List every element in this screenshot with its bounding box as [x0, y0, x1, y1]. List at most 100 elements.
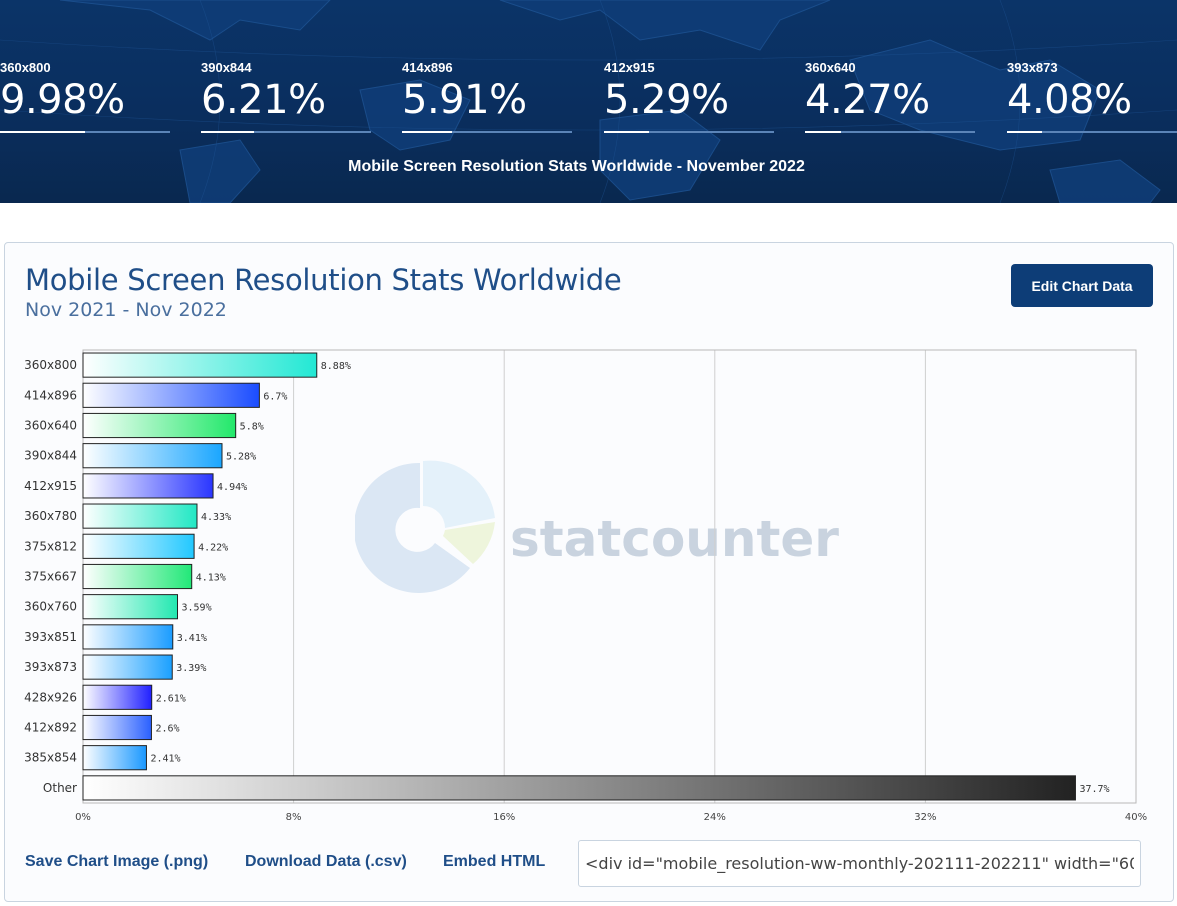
hero-stat-percent: 5.29%: [604, 77, 729, 123]
category-label: 412x892: [24, 721, 77, 735]
category-label: 385x854: [24, 751, 77, 765]
bar: [82, 412, 237, 439]
hero-stat-percent: 6.21%: [201, 77, 326, 123]
embed-code-input[interactable]: [578, 840, 1141, 887]
hero-stat-3: 414x896 5.91%: [402, 60, 572, 133]
x-tick-label: 24%: [704, 812, 726, 823]
chart-grid: [293, 350, 926, 803]
x-tick-label: 0%: [75, 812, 91, 823]
hero-stat-resolution: 412x915: [604, 60, 655, 75]
bar: [82, 654, 173, 680]
data-label: 4.94%: [217, 482, 247, 493]
bar: [82, 473, 214, 499]
bar: [82, 533, 195, 559]
edit-chart-data-button[interactable]: Edit Chart Data: [1011, 264, 1153, 307]
data-label: 4.22%: [198, 542, 228, 553]
statcounter-wordmark: statcounter: [510, 510, 839, 568]
plot-area-frame: [82, 349, 1137, 804]
hero-stat-6: 393x873 4.08%: [1007, 60, 1177, 133]
data-label: 2.61%: [156, 693, 186, 704]
category-label: 428x926: [24, 690, 77, 704]
bar: [82, 624, 174, 650]
hero-stat-resolution: 390x844: [201, 60, 252, 75]
hero-stat-line: [805, 131, 975, 133]
x-tick-label: 32%: [914, 812, 936, 823]
chart-subtitle: Nov 2021 - Nov 2022: [25, 299, 227, 321]
bar: [82, 443, 223, 469]
category-label: 412x915: [24, 479, 77, 493]
hero-stat-line: [0, 131, 170, 133]
bar: [82, 382, 260, 408]
chart-card: Mobile Screen Resolution Stats Worldwide…: [4, 242, 1174, 902]
data-label: 37.7%: [1079, 784, 1109, 795]
world-map-background: [0, 0, 1177, 203]
hero-stat-line-fill: [1007, 131, 1042, 133]
hero-stat-resolution: 414x896: [402, 60, 453, 75]
bar: [82, 352, 318, 378]
bar: [82, 563, 193, 590]
x-tick-label: 40%: [1125, 812, 1147, 823]
hero-stat-2: 390x844 6.21%: [201, 60, 371, 133]
category-label: 360x780: [24, 509, 77, 523]
data-label: 3.41%: [177, 633, 207, 644]
bar: [82, 594, 179, 620]
category-label: 390x844: [24, 449, 77, 463]
x-tick-label: 8%: [286, 812, 302, 823]
x-tick-label: 16%: [493, 812, 515, 823]
hero-stat-percent: 9.98%: [0, 77, 125, 123]
category-label: 375x812: [24, 539, 77, 553]
statcounter-watermark: statcounter: [353, 458, 839, 603]
hero-stat-percent: 4.08%: [1007, 77, 1132, 123]
data-label: 5.8%: [240, 422, 264, 433]
data-label: 3.59%: [182, 603, 212, 614]
download-data-link[interactable]: Download Data (.csv): [245, 853, 407, 870]
hero-stat-line-fill: [604, 131, 649, 133]
bar: [82, 745, 147, 771]
category-label: 393x873: [24, 660, 77, 674]
category-label: 360x640: [24, 419, 77, 433]
bar: [82, 775, 1076, 801]
hero-stat-resolution: 393x873: [1007, 60, 1058, 75]
save-chart-image-link[interactable]: Save Chart Image (.png): [25, 853, 209, 870]
hero-title: Mobile Screen Resolution Stats Worldwide…: [348, 158, 805, 175]
embed-html-link[interactable]: Embed HTML: [443, 853, 546, 870]
hero-stat-5: 360x640 4.27%: [805, 60, 975, 133]
category-label: 393x851: [24, 630, 77, 644]
category-label: Other: [43, 781, 77, 795]
data-label: 8.88%: [321, 361, 351, 372]
hero-banner: 360x800 9.98% 390x844 6.21% 414x896 5.91…: [0, 0, 1177, 203]
chart-bars: [82, 352, 1076, 801]
bar: [82, 503, 198, 529]
data-label: 6.7%: [263, 391, 287, 402]
hero-stat-line-fill: [0, 131, 85, 133]
hero-stat-line-fill: [805, 131, 842, 133]
hero-stat-line-fill: [402, 131, 453, 133]
category-label: 360x760: [24, 600, 77, 614]
bar: [82, 684, 153, 710]
statcounter-logo-icon: [353, 460, 495, 593]
hero-stat-4: 412x915 5.29%: [604, 60, 774, 133]
hero-stat-line-fill: [201, 131, 254, 133]
data-label: 2.6%: [155, 724, 179, 735]
data-label: 4.13%: [196, 573, 226, 584]
hero-stat-resolution: 360x800: [0, 60, 51, 75]
hero-stat-percent: 5.91%: [402, 77, 527, 123]
hero-stat-resolution: 360x640: [805, 60, 856, 75]
bar: [82, 714, 152, 741]
category-label: 375x667: [24, 570, 77, 584]
data-label: 2.41%: [150, 754, 180, 765]
data-label: 3.39%: [176, 663, 206, 674]
hero-stat-line: [1007, 131, 1177, 133]
category-label: 414x896: [24, 388, 77, 402]
data-label: 4.33%: [201, 512, 231, 523]
chart-labels: 0% 8% 16% 24% 32% 40% 360x800 8.88% 414x896 6.7% 3…: [24, 358, 1147, 823]
hero-stat-percent: 4.27%: [805, 77, 930, 123]
hero-stat-line: [201, 131, 371, 133]
chart-title: Mobile Screen Resolution Stats Worldwide: [25, 263, 622, 297]
hero-stat-line: [604, 131, 774, 133]
hero-stat-1: 360x800 9.98%: [0, 60, 170, 133]
bar-chart: 0% 8% 16% 24% 32% 40% 360x800 8.88% 414x896 6.7% 3…: [24, 349, 1147, 823]
category-label: 360x800: [24, 358, 77, 372]
hero-stat-line: [402, 131, 572, 133]
data-label: 5.28%: [226, 452, 256, 463]
